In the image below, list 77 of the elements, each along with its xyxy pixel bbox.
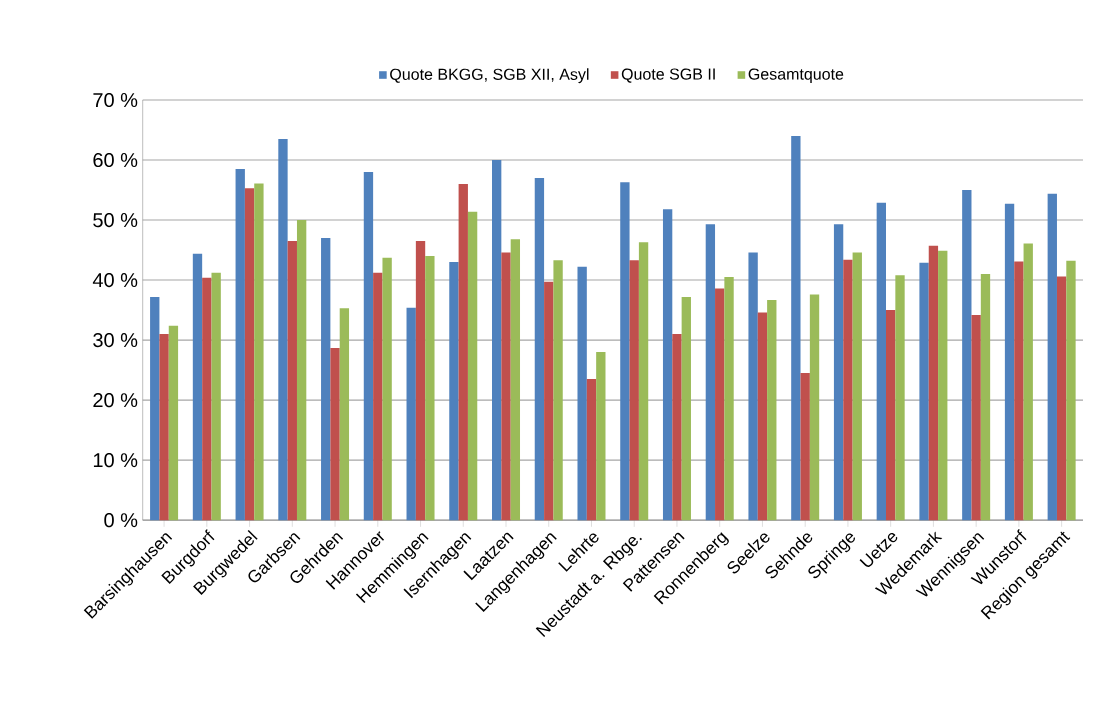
bar (800, 373, 810, 521)
bar (150, 296, 160, 521)
bar (192, 253, 203, 521)
bar (980, 273, 991, 521)
bar (681, 296, 691, 521)
y-tick-label: 10 % (93, 452, 138, 468)
bar (1056, 276, 1067, 521)
bar (919, 262, 929, 521)
bar (638, 242, 649, 521)
bar (809, 294, 820, 521)
bar (767, 299, 777, 521)
bar (662, 209, 673, 521)
bar (235, 168, 245, 521)
bar (938, 250, 948, 521)
legend-label: Quote BKGG, SGB XII, Asyl (390, 68, 589, 84)
bar (544, 281, 554, 521)
bar (971, 314, 981, 521)
bar (1066, 260, 1076, 521)
y-tick-label: 40 % (92, 272, 138, 288)
bar (757, 312, 768, 521)
y-tick-label: 30 % (93, 332, 138, 348)
bar (586, 379, 597, 521)
bar (363, 171, 374, 521)
bar (287, 240, 297, 521)
bar (159, 334, 169, 521)
bar (202, 277, 212, 521)
bar (791, 135, 801, 521)
bar (321, 237, 331, 521)
bar (596, 352, 606, 521)
bar (1014, 261, 1024, 521)
bar (895, 275, 905, 521)
bar (415, 240, 426, 521)
bar (425, 255, 435, 521)
bar (510, 239, 521, 521)
y-tick-label: 0 % (104, 512, 138, 528)
bar (1004, 203, 1015, 521)
bar (339, 308, 350, 521)
bar (449, 261, 459, 521)
legend-label: Gesamtquote (748, 68, 844, 83)
bar (843, 259, 853, 521)
y-tick-label: 50 % (93, 212, 138, 228)
bar (629, 260, 639, 521)
bar (833, 224, 844, 521)
legend-label: Quote SGB II (621, 68, 715, 83)
bar (406, 307, 416, 521)
bar (852, 252, 862, 521)
bar (296, 219, 307, 521)
bar (467, 211, 478, 521)
bar (254, 183, 264, 521)
bar (1047, 193, 1057, 521)
bar (492, 159, 502, 521)
bar (330, 347, 340, 521)
bar (715, 288, 725, 521)
bar (1023, 243, 1033, 521)
bar (876, 202, 886, 521)
bar (672, 334, 682, 521)
bar (382, 257, 392, 521)
bar (962, 189, 972, 521)
bar (886, 309, 896, 521)
bar (553, 260, 563, 521)
bar (928, 245, 939, 521)
bar (748, 252, 758, 521)
bar (724, 276, 734, 521)
bar (458, 183, 468, 521)
y-tick-label: 20 % (93, 392, 138, 408)
bar (278, 138, 288, 521)
bar (501, 252, 511, 521)
bar (168, 325, 179, 521)
bar (705, 224, 716, 521)
bar (373, 272, 383, 521)
y-tick-label: 70 % (93, 92, 138, 107)
bar (534, 177, 545, 521)
bar (620, 182, 630, 521)
bar (577, 266, 587, 521)
y-tick-label: 60 % (93, 152, 138, 168)
bar (211, 272, 221, 521)
bar (244, 188, 255, 521)
